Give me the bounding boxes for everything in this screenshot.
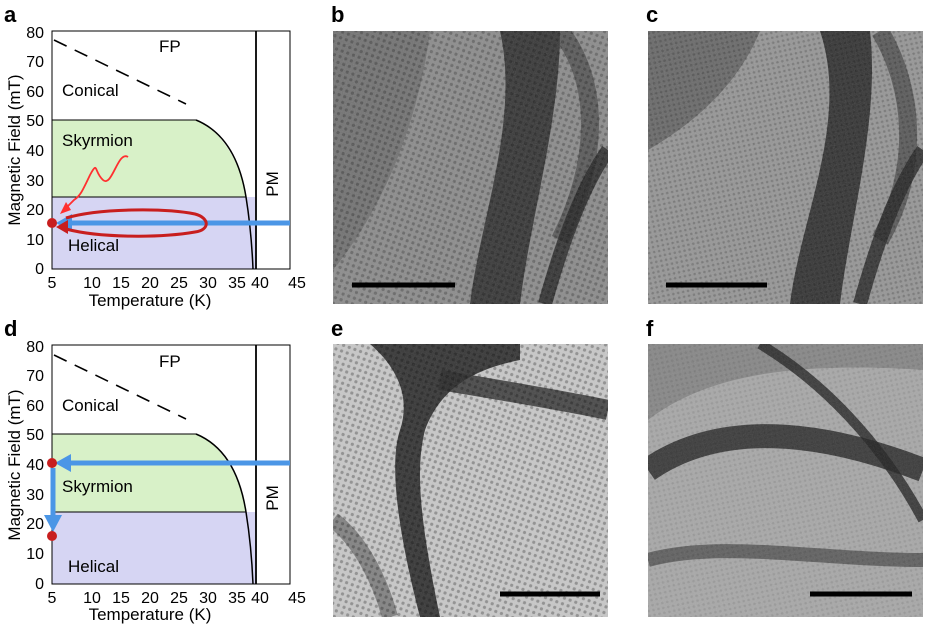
pulse-wave-arrow bbox=[65, 155, 129, 209]
x-tick-label: 10 bbox=[83, 590, 101, 607]
state-marker bbox=[47, 218, 57, 228]
x-tick-label: 40 bbox=[251, 275, 269, 292]
skyrmion-region bbox=[52, 434, 246, 512]
x-tick-label: 45 bbox=[288, 590, 306, 607]
state-marker-start bbox=[47, 458, 57, 468]
panel-letter-c: c bbox=[646, 2, 658, 27]
x-tick-label: 20 bbox=[141, 590, 159, 607]
panel-letter-d: d bbox=[4, 316, 17, 341]
y-tick-label: 10 bbox=[26, 232, 44, 249]
x-tick-label: 30 bbox=[199, 590, 217, 607]
y-tick-label: 80 bbox=[26, 339, 44, 356]
micrograph-c bbox=[648, 31, 923, 304]
x-tick-label: 5 bbox=[48, 275, 57, 292]
panel-letter-f: f bbox=[646, 316, 654, 341]
phase-label-pm: PM bbox=[263, 485, 282, 511]
y-tick-label: 40 bbox=[26, 143, 44, 160]
y-tick-label: 30 bbox=[26, 487, 44, 504]
y-tick-label: 0 bbox=[35, 576, 44, 593]
y-tick-label: 70 bbox=[26, 368, 44, 385]
y-tick-label: 50 bbox=[26, 113, 44, 130]
x-axis-label: Temperature (K) bbox=[89, 291, 212, 310]
y-tick-label: 80 bbox=[26, 25, 44, 42]
x-tick-label: 35 bbox=[228, 590, 246, 607]
phase-label-conical: Conical bbox=[62, 396, 119, 415]
x-tick-label: 15 bbox=[112, 275, 130, 292]
y-tick-label: 0 bbox=[35, 261, 44, 278]
y-tick-label: 20 bbox=[26, 516, 44, 533]
fp-dashed-boundary bbox=[53, 354, 187, 420]
y-tick-label: 30 bbox=[26, 173, 44, 190]
phase-diagram-a: 0 10 20 30 40 50 60 70 80 5 10 15 20 25 … bbox=[5, 25, 306, 310]
y-tick-label: 40 bbox=[26, 457, 44, 474]
micrograph-e bbox=[333, 344, 608, 617]
y-ticks: 0 10 20 30 40 50 60 70 80 bbox=[26, 339, 44, 593]
fp-dashed-boundary bbox=[53, 39, 187, 105]
x-tick-label: 25 bbox=[170, 590, 188, 607]
conical-boundary-curve bbox=[195, 119, 254, 270]
x-ticks: 5 10 15 20 25 30 35 40 45 bbox=[48, 275, 306, 292]
x-tick-label: 10 bbox=[83, 275, 101, 292]
y-tick-label: 60 bbox=[26, 398, 44, 415]
y-tick-label: 10 bbox=[26, 546, 44, 563]
field-decrease-arrowhead bbox=[44, 515, 62, 532]
y-tick-label: 20 bbox=[26, 202, 44, 219]
phase-label-fp: FP bbox=[159, 352, 181, 371]
x-tick-label: 45 bbox=[288, 275, 306, 292]
y-ticks: 0 10 20 30 40 50 60 70 80 bbox=[26, 25, 44, 278]
x-axis-label: Temperature (K) bbox=[89, 605, 212, 624]
phase-label-fp: FP bbox=[159, 37, 181, 56]
x-tick-label: 35 bbox=[228, 275, 246, 292]
y-tick-label: 60 bbox=[26, 84, 44, 101]
panel-letter-a: a bbox=[4, 2, 17, 27]
x-tick-label: 15 bbox=[112, 590, 130, 607]
micrograph-f bbox=[648, 344, 923, 617]
conical-boundary-curve bbox=[195, 433, 254, 585]
field-cooling-arrowhead bbox=[55, 454, 71, 472]
panel-letter-b: b bbox=[331, 2, 344, 27]
x-tick-label: 5 bbox=[48, 590, 57, 607]
phase-label-pm: PM bbox=[263, 171, 282, 197]
x-tick-label: 30 bbox=[199, 275, 217, 292]
oscillation-arrowhead bbox=[56, 220, 68, 234]
x-tick-label: 20 bbox=[141, 275, 159, 292]
y-tick-label: 70 bbox=[26, 54, 44, 71]
state-marker-end bbox=[47, 531, 57, 541]
helical-region bbox=[52, 512, 256, 584]
phase-label-skyrmion: Skyrmion bbox=[62, 477, 133, 496]
oscillation-loop bbox=[65, 208, 208, 238]
micrograph-b bbox=[333, 31, 608, 304]
phase-label-conical: Conical bbox=[62, 81, 119, 100]
y-axis-label: Magnetic Field (mT) bbox=[5, 74, 24, 225]
y-tick-label: 50 bbox=[26, 427, 44, 444]
pulse-arrowhead bbox=[60, 202, 71, 214]
x-tick-label: 25 bbox=[170, 275, 188, 292]
y-axis-label: Magnetic Field (mT) bbox=[5, 389, 24, 540]
phase-label-skyrmion: Skyrmion bbox=[62, 131, 133, 150]
panel-letter-e: e bbox=[331, 316, 343, 341]
x-tick-label: 40 bbox=[251, 590, 269, 607]
phase-label-helical: Helical bbox=[68, 236, 119, 255]
plot-frame bbox=[51, 30, 291, 270]
phase-diagram-d: 0 10 20 30 40 50 60 70 80 5 10 15 20 25 … bbox=[5, 339, 306, 624]
phase-label-helical: Helical bbox=[68, 557, 119, 576]
x-ticks: 5 10 15 20 25 30 35 40 45 bbox=[48, 590, 306, 607]
